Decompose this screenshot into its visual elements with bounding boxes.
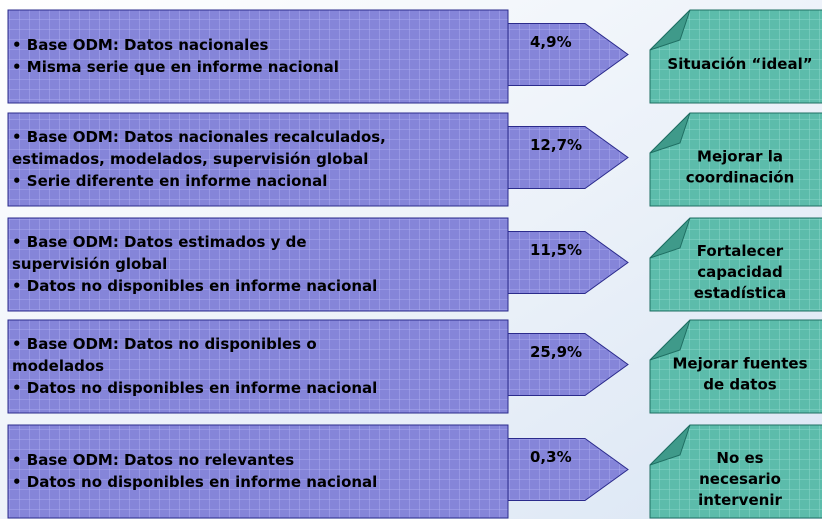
rows: • Base ODM: Datos nacionales • Misma seri… [7, 9, 822, 519]
percentage: 25,9% [530, 343, 582, 361]
right-text: capacidad [697, 263, 783, 281]
right-text: Situación “ideal” [667, 55, 812, 73]
left-text: estimados, modelados, supervisión global [12, 150, 368, 168]
arrow [507, 438, 629, 501]
right-text: estadística [694, 284, 787, 302]
fold [649, 9, 691, 51]
left-text: modelados [12, 357, 104, 375]
right-text: de datos [703, 376, 776, 394]
left-text: • Base ODM: Datos nacionales [12, 36, 268, 54]
left-text: • Base ODM: Datos nacionales recalculado… [12, 128, 386, 146]
arrow [507, 333, 629, 396]
percentage: 0,3% [530, 448, 572, 466]
left-box [7, 217, 509, 312]
right-text: Fortalecer [697, 242, 784, 260]
left-text: • Misma serie que en informe nacional [12, 58, 339, 76]
right-text: necesario [699, 470, 781, 488]
left-box [7, 424, 509, 519]
right-text: intervenir [698, 491, 782, 509]
fold [649, 217, 691, 259]
fold [649, 112, 691, 154]
right-text: coordinación [686, 169, 795, 187]
left-text: supervisión global [12, 255, 167, 273]
fold [649, 424, 691, 466]
fold [649, 319, 691, 361]
left-text: • Serie diferente en informe nacional [12, 172, 327, 190]
arrow [507, 126, 629, 189]
percentage: 4,9% [530, 33, 572, 51]
percentage: 11,5% [530, 241, 582, 259]
percentage: 12,7% [530, 136, 582, 154]
left-box [7, 319, 509, 414]
right-text: Mejorar fuentes [672, 355, 807, 373]
left-box [7, 112, 509, 207]
right-text: Mejorar la [697, 148, 783, 166]
arrow [507, 23, 629, 86]
left-text: • Datos no disponibles en informe nacion… [12, 379, 377, 397]
left-text: • Base ODM: Datos no disponibles o [12, 335, 317, 353]
left-text: • Base ODM: Datos estimados y de [12, 233, 307, 251]
left-text: • Datos no disponibles en informe nacion… [12, 473, 377, 491]
left-box [7, 9, 509, 104]
left-text: • Datos no disponibles en informe nacion… [12, 277, 377, 295]
left-text: • Base ODM: Datos no relevantes [12, 451, 294, 469]
arrow [507, 231, 629, 294]
right-text: No es [716, 449, 763, 467]
